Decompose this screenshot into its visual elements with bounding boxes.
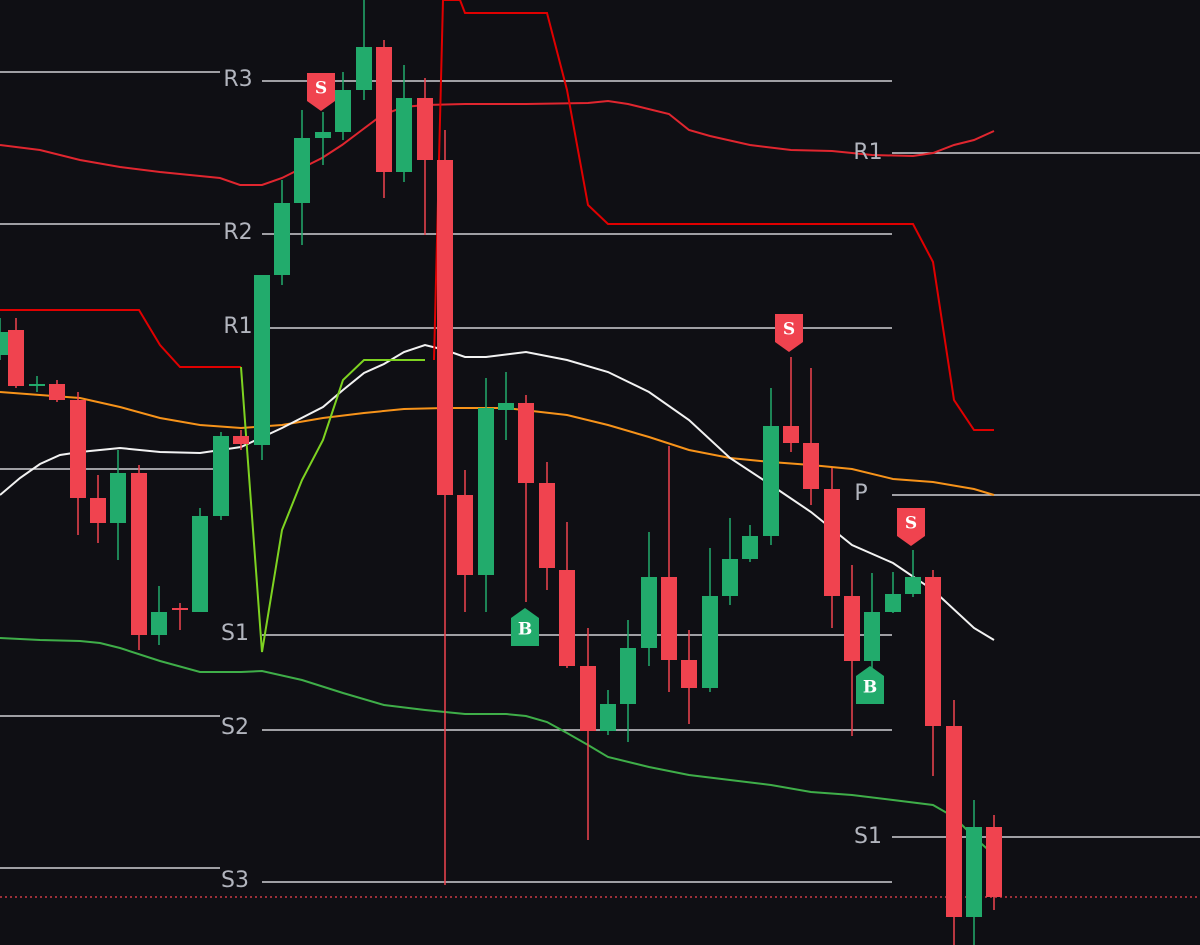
supertrend-up: [240, 359, 425, 653]
pivot-label: R1: [223, 314, 252, 339]
candle-body: [254, 275, 270, 445]
signal-shape: [775, 314, 803, 352]
signal-shape: [307, 73, 335, 111]
pivot-label: S2: [221, 715, 249, 740]
signal-label: B: [518, 620, 532, 640]
candle-body: [376, 47, 392, 172]
candle-body: [559, 570, 575, 666]
pivot-label: S1: [854, 824, 882, 849]
candle-body: [864, 612, 880, 661]
signal-marker: S: [897, 508, 925, 546]
candle-body: [110, 473, 126, 523]
candle-body: [274, 203, 290, 275]
candle-body: [844, 596, 860, 661]
candle-body: [315, 132, 331, 138]
signal-marker: B: [511, 608, 539, 646]
candle-body: [29, 384, 45, 386]
signal-marker: S: [307, 73, 335, 111]
candle-body: [824, 489, 840, 596]
supertrend-down: [0, 309, 241, 368]
signal-shape: [897, 508, 925, 546]
candle-body: [417, 98, 433, 160]
lower-band: [0, 637, 995, 856]
candle-body: [580, 666, 596, 731]
signal-label: S: [905, 514, 917, 534]
candle-body: [131, 473, 147, 635]
signal-shape: [511, 608, 539, 646]
signal-label: S: [783, 320, 795, 340]
candle-body: [192, 516, 208, 612]
candle-body: [151, 612, 167, 635]
signal-marker: B: [856, 666, 884, 704]
candle-body: [742, 536, 758, 559]
candle-body: [803, 443, 819, 489]
candle-body: [966, 827, 982, 917]
candle-body: [946, 726, 962, 917]
candle-body: [783, 426, 799, 443]
candle-body: [600, 704, 616, 731]
candle-body: [213, 436, 229, 516]
upper-band: [0, 99, 995, 186]
candle-body: [172, 608, 188, 610]
candle-body: [925, 577, 941, 726]
candle-body: [518, 403, 534, 483]
candle-body: [457, 495, 473, 575]
candle-body: [437, 160, 453, 495]
signal-shape: [856, 666, 884, 704]
candle-body: [90, 498, 106, 523]
candle-body: [49, 384, 65, 400]
pivot-label: S1: [221, 621, 249, 646]
candle-body: [8, 330, 24, 386]
candle-body: [702, 596, 718, 688]
candle-body: [722, 559, 738, 596]
signal-label: S: [315, 79, 327, 99]
pivot-label: P: [854, 481, 867, 506]
signal-marker: S: [775, 314, 803, 352]
candle-body: [763, 426, 779, 536]
candle-body: [396, 98, 412, 172]
candle-body: [294, 138, 310, 203]
candle-body: [905, 577, 921, 594]
candle-body: [335, 90, 351, 132]
candle-body: [70, 400, 86, 498]
candle-body: [233, 436, 249, 444]
supertrend-down: [433, 0, 994, 431]
pivot-label: R1: [853, 140, 882, 165]
pivot-label: R3: [223, 67, 252, 92]
candle-body: [620, 648, 636, 704]
candle-body: [661, 577, 677, 660]
pivot-label: R2: [223, 220, 252, 245]
candle-body: [539, 483, 555, 568]
candle-body: [986, 827, 1002, 897]
candle-body: [681, 660, 697, 688]
candle-body: [498, 403, 514, 410]
pivot-label: S3: [221, 868, 249, 893]
signal-label: B: [863, 678, 877, 698]
candle-body: [885, 594, 901, 612]
candle-body: [0, 332, 8, 355]
candle-body: [356, 47, 372, 90]
candle-body: [478, 408, 494, 575]
candle-body: [641, 577, 657, 648]
